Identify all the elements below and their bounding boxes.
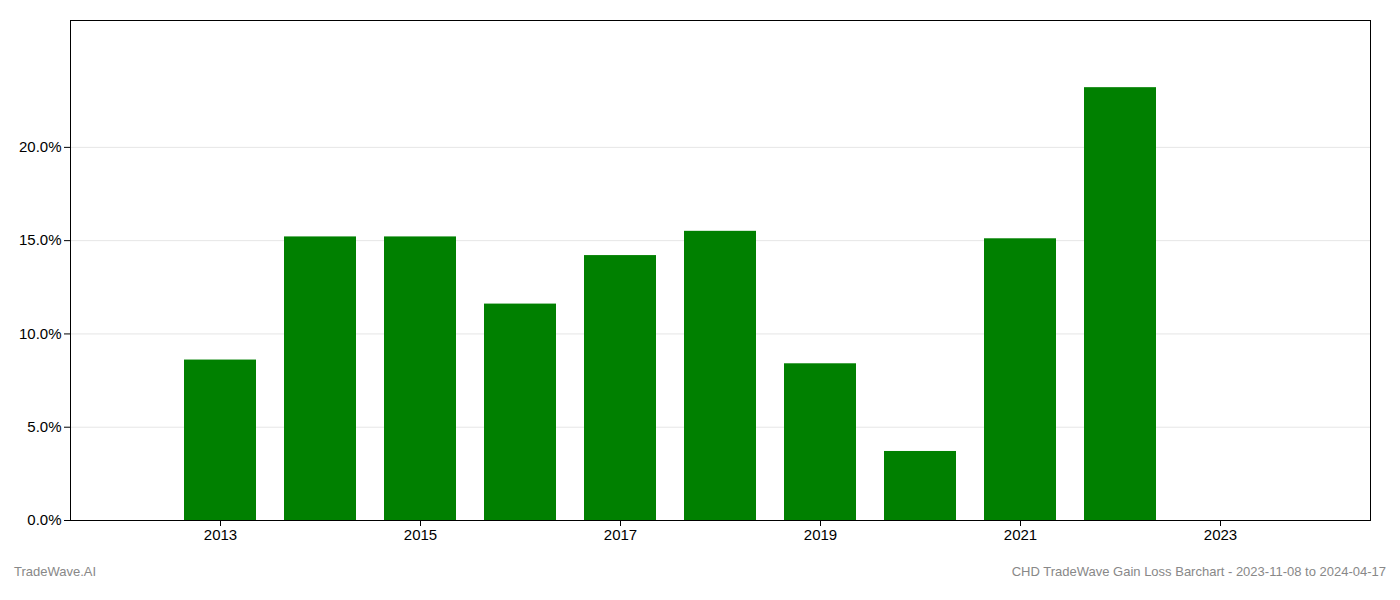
svg-text:20.0%: 20.0% (19, 138, 62, 155)
svg-text:10.0%: 10.0% (19, 325, 62, 342)
svg-text:2019: 2019 (804, 526, 837, 543)
svg-text:0.0%: 0.0% (27, 511, 61, 528)
svg-text:2015: 2015 (404, 526, 437, 543)
svg-text:2017: 2017 (604, 526, 637, 543)
svg-text:2021: 2021 (1004, 526, 1037, 543)
svg-text:2023: 2023 (1204, 526, 1237, 543)
html-text:CHD TradeWave Gain Loss Barcha: CHD TradeWave Gain Loss Barchart - 2023-… (1011, 564, 1386, 579)
html-text:TradeWave.AI: TradeWave.AI (14, 564, 97, 579)
svg-text:5.0%: 5.0% (27, 418, 61, 435)
svg-text:15.0%: 15.0% (19, 231, 62, 248)
svg-text:2013: 2013 (204, 526, 237, 543)
